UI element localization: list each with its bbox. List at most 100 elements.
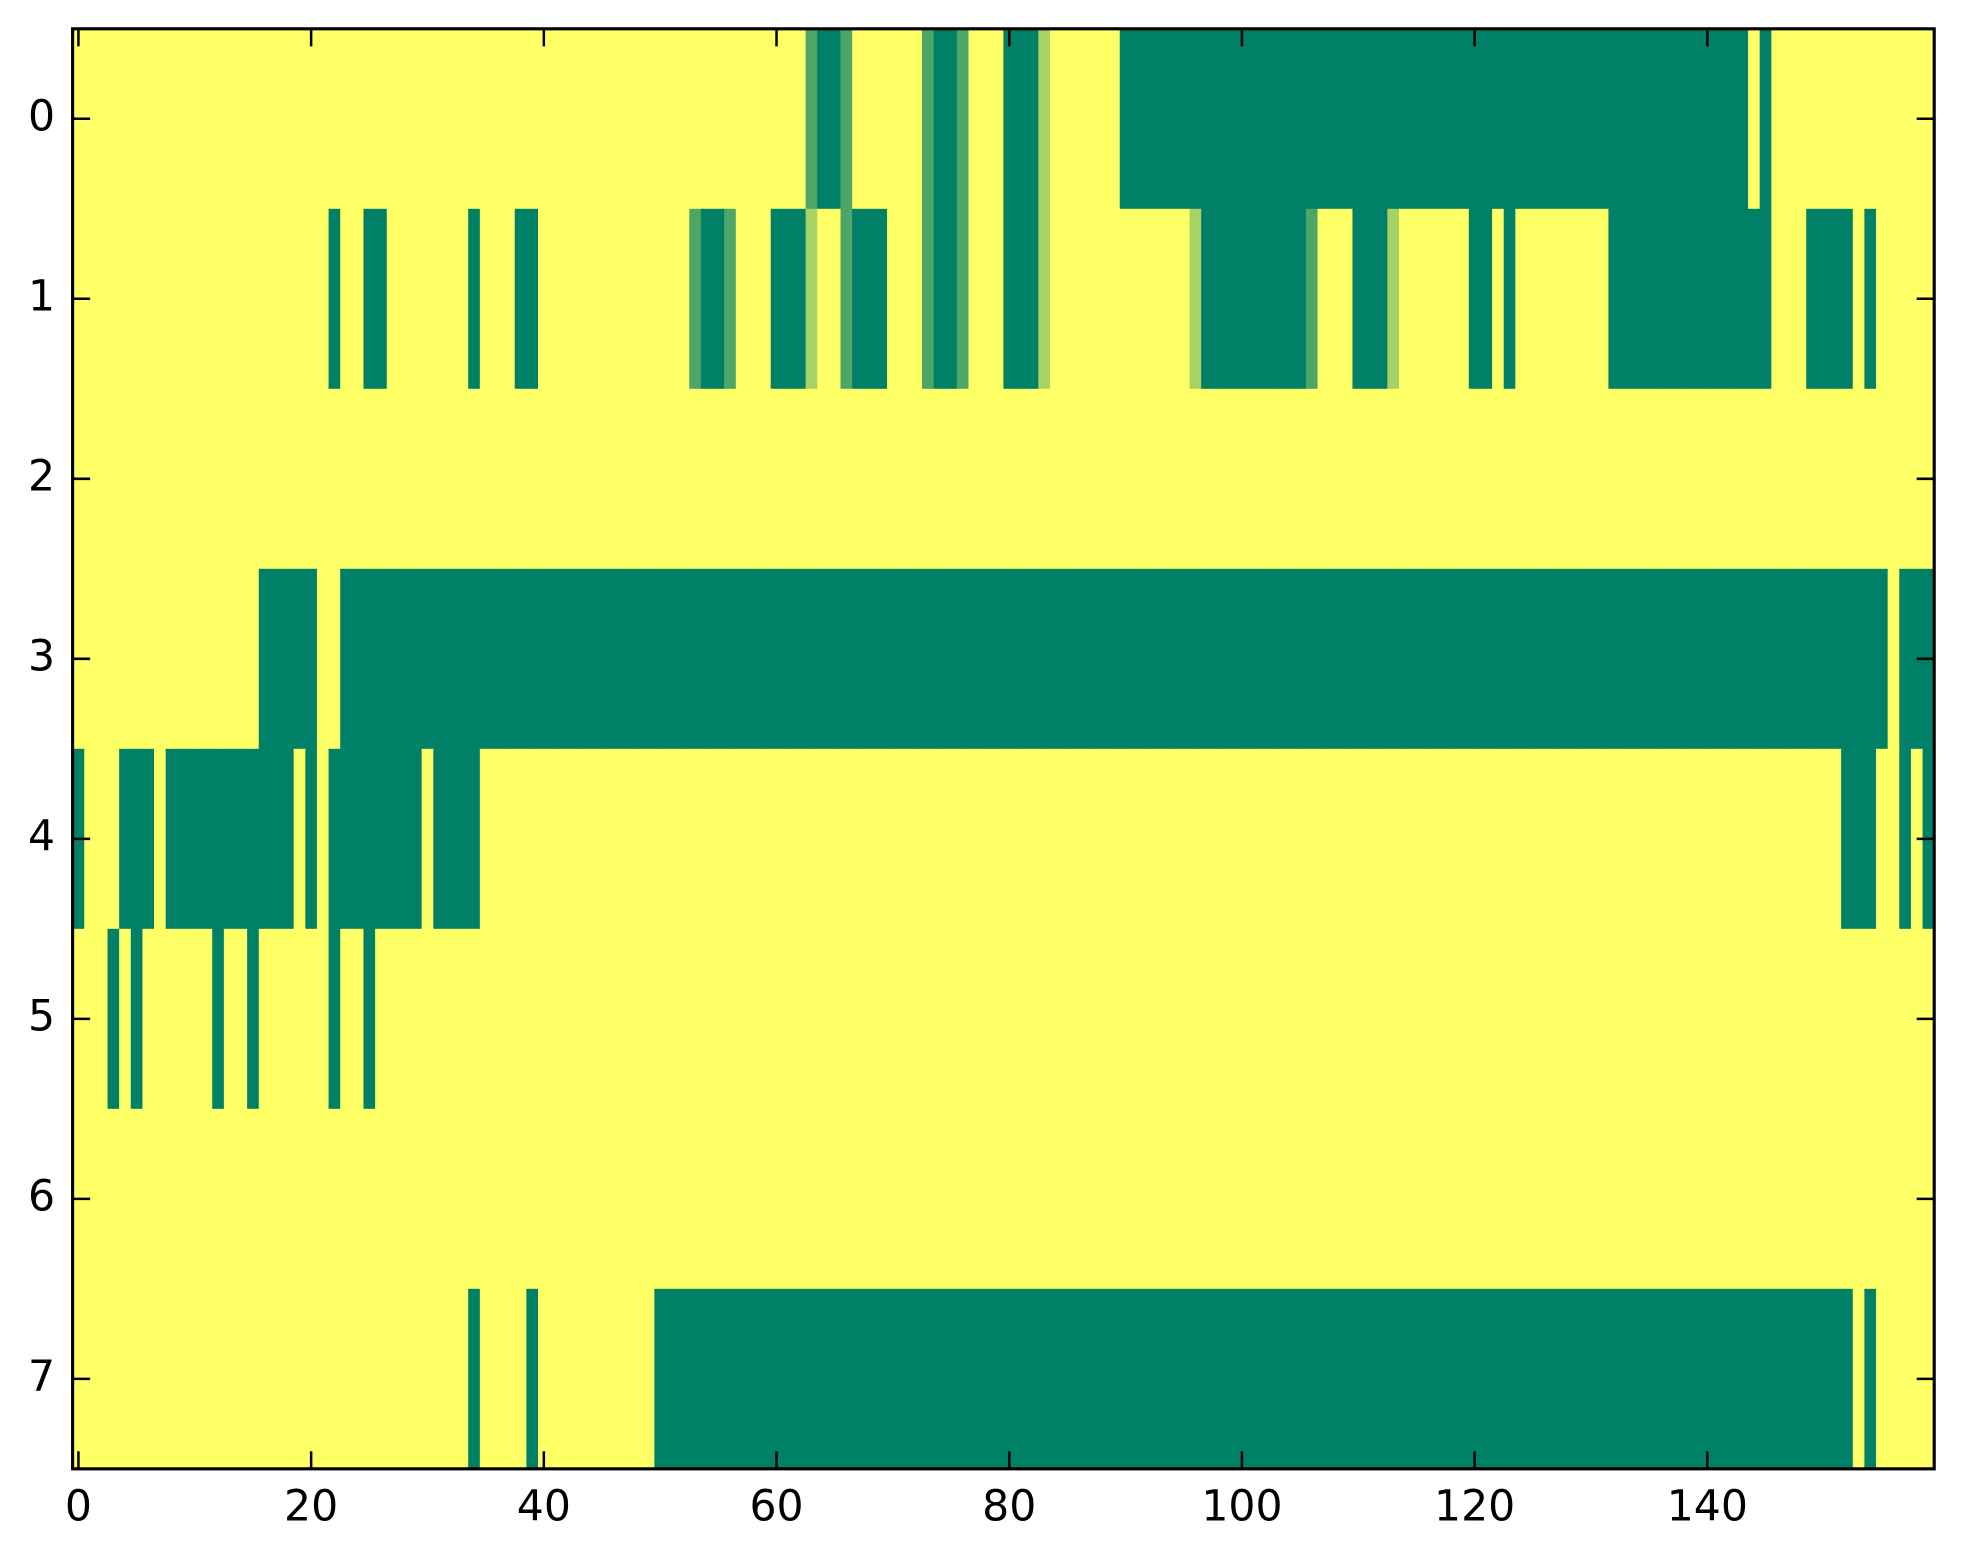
- heatmap-cell: [479, 208, 493, 390]
- heatmap-cell: [631, 208, 644, 390]
- heatmap-cell: [840, 28, 853, 210]
- heatmap-cell: [1049, 28, 1063, 210]
- heatmap-cell: [805, 568, 819, 750]
- heatmap-cell: [1468, 28, 1482, 210]
- heatmap-cell: [828, 568, 842, 750]
- heatmap-cell: [1352, 388, 1365, 570]
- heatmap-cell: [1841, 28, 1854, 210]
- heatmap-cell: [945, 28, 958, 210]
- heatmap-cell: [549, 208, 563, 390]
- heatmap-cell: [316, 28, 330, 210]
- heatmap-cell: [142, 1108, 155, 1290]
- heatmap-cell: [1166, 1288, 1179, 1470]
- heatmap-cell: [351, 568, 365, 750]
- heatmap-cell: [223, 28, 237, 210]
- heatmap-cell: [1445, 388, 1458, 570]
- heatmap-cell: [398, 208, 411, 390]
- heatmap-cell: [980, 748, 993, 930]
- heatmap-cell: [1492, 388, 1505, 570]
- heatmap-cell: [770, 208, 784, 390]
- heatmap-cell: [282, 568, 295, 750]
- heatmap-cell: [1398, 748, 1412, 930]
- heatmap-cell: [503, 928, 516, 1110]
- heatmap-cell: [805, 208, 819, 390]
- heatmap-cell: [1457, 1108, 1470, 1290]
- heatmap-cell: [631, 568, 644, 750]
- heatmap-cell: [1829, 28, 1842, 210]
- heatmap-cell: [840, 1288, 853, 1470]
- heatmap-cell: [538, 1288, 551, 1470]
- heatmap-cell: [759, 928, 772, 1110]
- heatmap-cell: [631, 28, 644, 210]
- heatmap-cell: [1550, 208, 1563, 390]
- heatmap-cell: [1154, 388, 1168, 570]
- heatmap-cell: [1678, 748, 1691, 930]
- heatmap-cell: [1189, 208, 1202, 390]
- heatmap-cell: [1515, 28, 1528, 210]
- heatmap-cell: [945, 1288, 958, 1470]
- heatmap-cell: [584, 208, 597, 390]
- heatmap-cell: [898, 208, 912, 390]
- heatmap-cell: [188, 28, 202, 210]
- x-tick-label: 120: [1434, 1481, 1515, 1531]
- heatmap-cell: [247, 928, 260, 1110]
- heatmap-cell: [491, 1108, 504, 1290]
- heatmap-cell: [1771, 1288, 1784, 1470]
- heatmap-cell: [1352, 928, 1365, 1110]
- heatmap-cell: [712, 388, 725, 570]
- heatmap-cell: [1736, 928, 1749, 1110]
- heatmap-cell: [968, 208, 981, 390]
- heatmap-cell: [107, 208, 120, 390]
- heatmap-cell: [793, 208, 807, 390]
- heatmap-cell: [1631, 568, 1645, 750]
- heatmap-cell: [1236, 28, 1249, 210]
- heatmap-cell: [293, 1108, 307, 1290]
- heatmap-cell: [107, 1288, 120, 1470]
- heatmap-cell: [1852, 1288, 1866, 1470]
- heatmap-cell: [1073, 388, 1086, 570]
- heatmap-cell: [1049, 748, 1063, 930]
- heatmap-cell: [1154, 1288, 1168, 1470]
- heatmap-cell: [1084, 1108, 1098, 1290]
- heatmap-cell: [1782, 388, 1796, 570]
- heatmap-cell: [1864, 568, 1877, 750]
- heatmap-cell: [1433, 748, 1447, 930]
- heatmap-cell: [1724, 748, 1738, 930]
- heatmap-cell: [654, 1288, 667, 1470]
- heatmap-cell: [456, 208, 469, 390]
- heatmap-cell: [1899, 208, 1912, 390]
- heatmap-cell: [142, 748, 155, 930]
- heatmap-cell: [596, 388, 609, 570]
- heatmap-cell: [712, 1288, 725, 1470]
- heatmap-cell: [561, 208, 574, 390]
- heatmap-cell: [375, 928, 388, 1110]
- y-tick-label: 2: [28, 451, 55, 501]
- heatmap-cell: [1492, 28, 1505, 210]
- heatmap-cell: [1398, 1108, 1412, 1290]
- heatmap-cell: [724, 928, 737, 1110]
- heatmap-cell: [1608, 568, 1621, 750]
- heatmap-cell: [607, 388, 621, 570]
- heatmap-cell: [1131, 208, 1144, 390]
- heatmap-cell: [247, 1108, 260, 1290]
- heatmap-cell: [1771, 1108, 1784, 1290]
- heatmap-cell: [1340, 388, 1354, 570]
- heatmap-cell: [1015, 928, 1028, 1110]
- heatmap-cell: [1596, 748, 1610, 930]
- heatmap-cell: [1748, 748, 1761, 930]
- heatmap-cell: [293, 208, 307, 390]
- heatmap-cell: [991, 208, 1005, 390]
- heatmap-cell: [1852, 388, 1866, 570]
- heatmap-cell: [1608, 1288, 1621, 1470]
- x-tick-label: 100: [1201, 1481, 1282, 1531]
- heatmap-cell: [386, 1288, 400, 1470]
- heatmap-cell: [1189, 1288, 1202, 1470]
- heatmap-cell: [1003, 208, 1016, 390]
- heatmap-cell: [991, 568, 1005, 750]
- heatmap-cell: [1596, 208, 1610, 390]
- heatmap-cell: [863, 1108, 877, 1290]
- heatmap-cell: [456, 1288, 469, 1470]
- heatmap-cell: [119, 928, 132, 1110]
- heatmap-cell: [1736, 568, 1749, 750]
- heatmap-cell: [1108, 208, 1121, 390]
